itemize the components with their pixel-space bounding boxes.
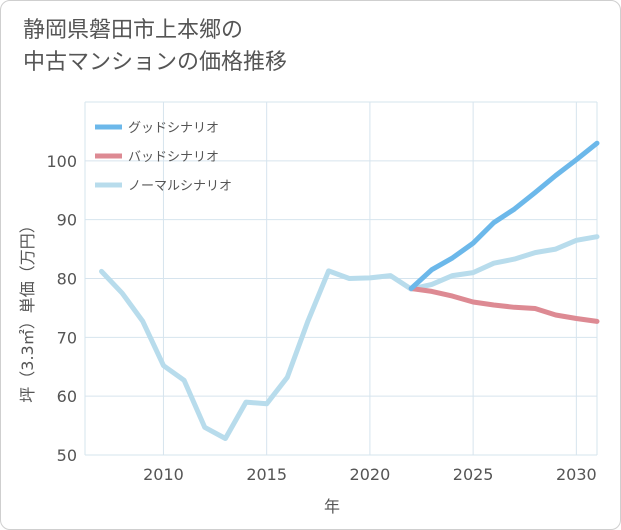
- y-tick-label: 80: [57, 270, 77, 289]
- legend-label-bad: バッドシナリオ: [128, 150, 219, 165]
- chart-title-line-2: 中古マンションの価格推移: [23, 50, 288, 75]
- x-tick-label: 2020: [350, 465, 391, 484]
- legend-label-good: グッドシナリオ: [128, 121, 219, 136]
- x-tick-label: 2015: [246, 465, 287, 484]
- series-line-bad: [408, 286, 600, 324]
- x-tick-label: 2030: [556, 465, 597, 484]
- series-line-normal: [99, 234, 600, 441]
- y-axis-label: 坪（3.3㎡）単価（万円）: [18, 217, 37, 402]
- chart-title-line-1: 静岡県磐田市上本郷の: [23, 18, 244, 43]
- x-tick-label: 2010: [143, 465, 184, 484]
- series-line-good: [408, 140, 600, 291]
- series-lines: [99, 140, 600, 441]
- x-tick-label: 2025: [453, 465, 494, 484]
- y-tick-label: 60: [57, 387, 77, 406]
- y-tick-label: 70: [57, 328, 77, 347]
- y-tick-label: 90: [57, 211, 77, 230]
- chart-title: 静岡県磐田市上本郷の 中古マンションの価格推移: [23, 15, 287, 79]
- x-axis-label: 年: [324, 497, 340, 516]
- legend-label-normal: ノーマルシナリオ: [128, 179, 232, 194]
- y-tick-label: 50: [57, 446, 77, 465]
- y-tick-label: 100: [46, 152, 77, 171]
- tick-labels: 50 60 70 80 90 100 2010 2015 2020 2025 2030: [46, 152, 596, 484]
